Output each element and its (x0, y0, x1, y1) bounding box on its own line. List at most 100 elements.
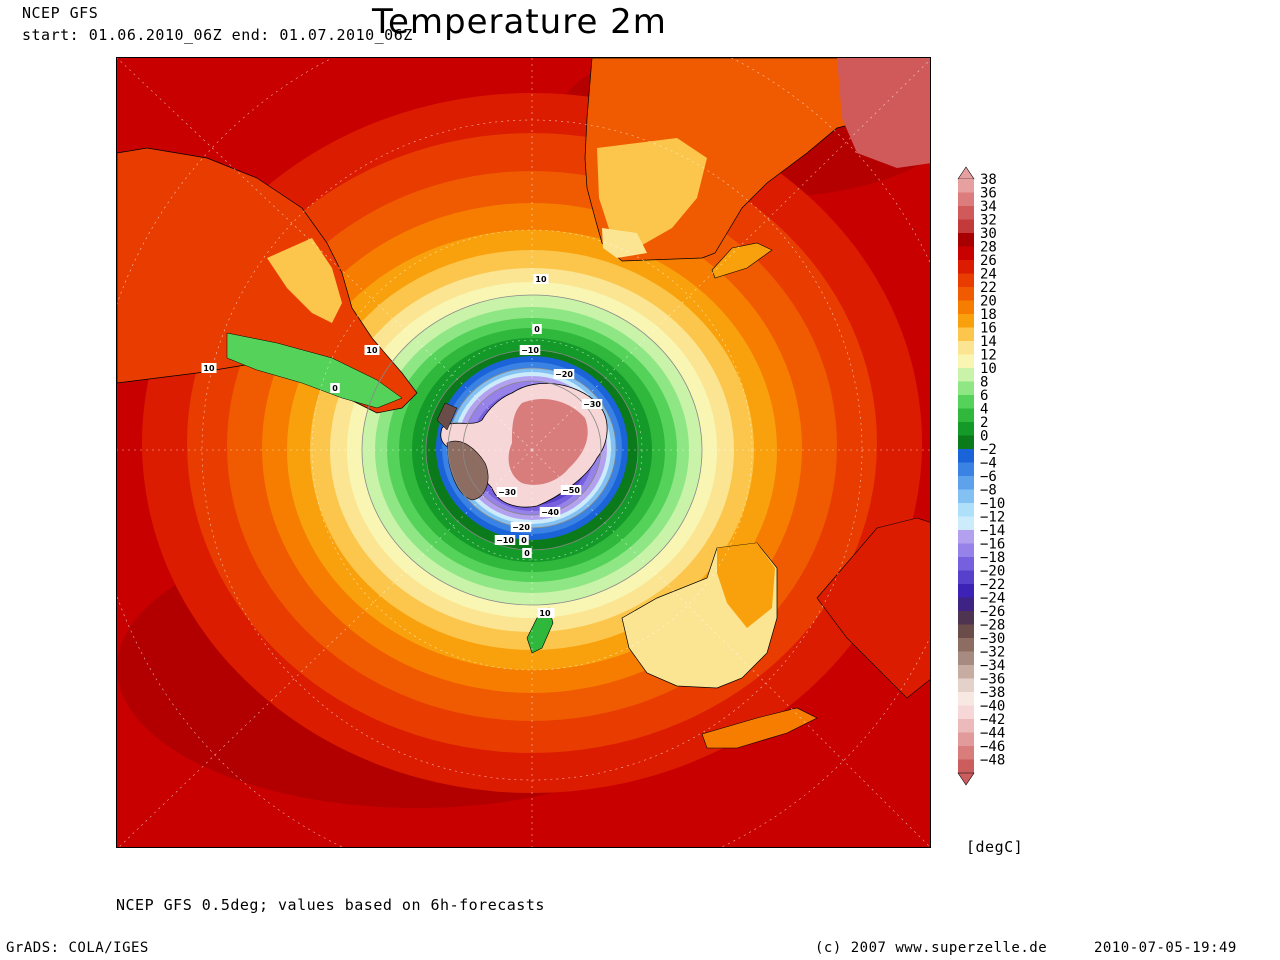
legend-label: −8 (980, 483, 997, 499)
contour-label: −20 (555, 370, 573, 379)
legend-swatch (958, 395, 974, 409)
legend-label: −16 (980, 537, 1005, 553)
legend-swatch (958, 476, 974, 490)
legend-swatch (958, 341, 974, 355)
legend-swatch (958, 746, 974, 760)
legend-swatch (958, 638, 974, 652)
legend-swatch (958, 314, 974, 328)
contour-lines (361, 294, 703, 606)
data-caption: NCEP GFS 0.5deg; values based on 6h-fore… (116, 896, 545, 914)
legend-label: −26 (980, 604, 1005, 620)
legend-swatch (958, 233, 974, 247)
legend-swatch (958, 719, 974, 733)
contour-label: 10 (539, 609, 551, 618)
legend-label: 38 (980, 172, 997, 188)
legend-swatch (958, 624, 974, 638)
legend-swatch (958, 246, 974, 260)
contour-label: −40 (541, 508, 559, 517)
legend-swatch (958, 530, 974, 544)
legend-swatch (958, 570, 974, 584)
contour-label-bg (537, 608, 553, 618)
legend-swatch (958, 179, 974, 193)
legend-swatch (958, 543, 974, 557)
legend-label: −30 (980, 631, 1005, 647)
legend-swatch (958, 584, 974, 598)
legend-swatch (958, 462, 974, 476)
map-title: Temperature 2m (372, 2, 667, 42)
arabia-hot-region (837, 58, 930, 168)
legend-label: 8 (980, 375, 988, 391)
legend-swatch (958, 489, 974, 503)
legend-label: 32 (980, 213, 997, 229)
legend-label: −6 (980, 469, 997, 485)
legend-label: −12 (980, 510, 1005, 526)
legend-label: 34 (980, 199, 997, 215)
legend-label: 2 (980, 415, 988, 431)
legend-label: −2 (980, 442, 997, 458)
legend-swatch (958, 260, 974, 274)
contour-label: 0 (534, 325, 540, 334)
contour-label-bg (532, 324, 542, 334)
legend-label: −20 (980, 564, 1005, 580)
southeast-asia (816, 517, 930, 699)
legend-swatch (958, 300, 974, 314)
contour-label: −30 (498, 488, 516, 497)
legend-label: −14 (980, 523, 1005, 539)
legend-label: −10 (980, 496, 1005, 512)
contour-label: −10 (521, 346, 539, 355)
legend-swatch (958, 692, 974, 706)
legend-swatch (958, 408, 974, 422)
contour-label-bg (519, 345, 541, 355)
legend-swatch (958, 192, 974, 206)
legend-label: 24 (980, 267, 997, 283)
patagonia (226, 332, 403, 409)
legend-swatch (958, 759, 974, 773)
legend-label: −4 (980, 456, 997, 472)
legend-label: −18 (980, 550, 1005, 566)
legend-label: 14 (980, 334, 997, 350)
andes-highlands (267, 238, 342, 323)
legend-label: −44 (980, 726, 1005, 742)
legend-swatch (958, 705, 974, 719)
contour-label: 10 (366, 346, 378, 355)
contour-label: −50 (562, 486, 580, 495)
legend-swatch (958, 435, 974, 449)
legend-label: −36 (980, 672, 1005, 688)
legend-swatch (958, 219, 974, 233)
legend-label: 10 (980, 361, 997, 377)
madagascar (711, 242, 773, 279)
contour-label-bg (522, 548, 532, 558)
legend-arrow-bottom (957, 772, 975, 786)
northern-australia (717, 543, 775, 628)
south-africa-tip (602, 228, 647, 258)
legend-swatch (958, 611, 974, 625)
indonesia-islands (701, 707, 818, 749)
contour-label-bg (494, 535, 516, 545)
legend-label: 18 (980, 307, 997, 323)
contour-label: −20 (512, 523, 530, 532)
legend-label: 26 (980, 253, 997, 269)
contour-label-bg (553, 369, 575, 379)
legend-swatch (958, 354, 974, 368)
legend-swatch (958, 557, 974, 571)
legend-label: −34 (980, 658, 1005, 674)
legend-label: −40 (980, 699, 1005, 715)
legend-swatch (958, 516, 974, 530)
legend-label: −24 (980, 591, 1005, 607)
graticule (117, 58, 930, 847)
legend-label: −38 (980, 685, 1005, 701)
software-credit: GrADS: COLA/IGES (6, 940, 149, 956)
contour-label-bg (539, 507, 561, 517)
legend-label: 16 (980, 321, 997, 337)
legend-unit: [degC] (966, 838, 1024, 856)
legend-label: −46 (980, 739, 1005, 755)
legend-label: 0 (980, 429, 988, 445)
copyright-notice: (c) 2007 www.superzelle.de (815, 940, 1048, 956)
southern-africa-highlands (597, 138, 707, 248)
contour-label: −10 (496, 536, 514, 545)
contour-label: −30 (583, 400, 601, 409)
contour-label: 10 (535, 275, 547, 284)
